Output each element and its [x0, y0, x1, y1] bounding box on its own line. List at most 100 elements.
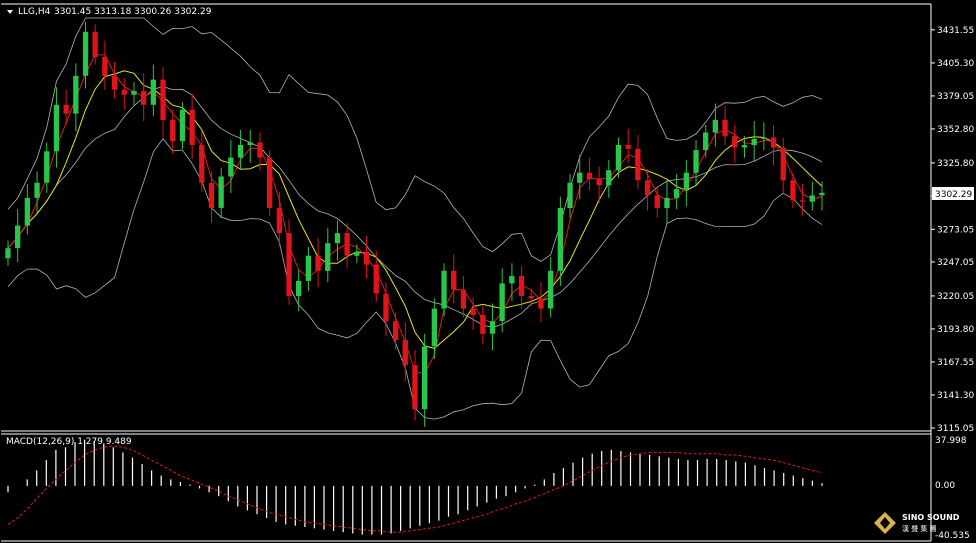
candle-body — [635, 148, 641, 181]
candle-body — [402, 340, 408, 366]
macd-top-label: 37.998 — [935, 436, 967, 446]
candle-body — [538, 298, 544, 309]
candle-body — [800, 200, 806, 202]
candle-body — [286, 233, 292, 296]
macd-signal-path — [7, 445, 823, 533]
price-tick-label: 3220.05 — [937, 292, 974, 302]
sino-sound-logo: SINO SOUND 漢 聲 集 團 — [874, 512, 960, 534]
candle-body — [683, 172, 689, 190]
candle-body — [480, 314, 486, 334]
ma-fast-line — [7, 54, 823, 375]
candle-body — [5, 248, 11, 259]
candle-body — [451, 270, 457, 290]
candle-body — [325, 243, 331, 271]
candle-body — [606, 170, 612, 186]
candle-body — [567, 182, 573, 208]
macd-zero-label: 0.00 — [935, 481, 955, 491]
candle-body — [296, 280, 302, 296]
candle-body — [557, 207, 563, 271]
candle-body — [790, 180, 796, 201]
price-tick-label: 3247.05 — [937, 258, 974, 268]
candle-body — [712, 119, 718, 133]
price-tick-label: 3193.80 — [937, 325, 974, 335]
moving-averages — [7, 54, 823, 375]
candle-body — [111, 75, 118, 90]
candle-body — [218, 176, 224, 208]
candle-body — [228, 157, 234, 177]
candle-body — [412, 365, 418, 410]
candle-body — [596, 179, 602, 186]
candle-body — [644, 180, 651, 196]
candle-body — [586, 172, 593, 179]
candle-body — [693, 150, 699, 173]
candle-body — [276, 207, 282, 234]
price-tick-label: 3167.55 — [937, 358, 974, 368]
candle-body — [770, 137, 777, 148]
candle-body — [267, 157, 273, 208]
candle-body — [34, 182, 40, 198]
macd-signal-line — [7, 445, 823, 533]
candle-body — [44, 151, 50, 183]
candle-body — [102, 57, 108, 76]
candle-body — [460, 289, 467, 309]
candle-body — [237, 145, 244, 158]
candle-body — [315, 255, 321, 271]
candle-body — [63, 104, 69, 114]
candle-body — [809, 195, 815, 202]
candle-body — [150, 79, 156, 105]
candle-body — [354, 252, 360, 256]
symbol-dropdown-icon[interactable] — [7, 10, 13, 14]
candle-body — [92, 31, 98, 57]
candle-body — [431, 308, 437, 347]
price-axis-ticks: 3431.553405.303379.053352.803325.803299.… — [931, 26, 974, 434]
price-tick-label: 3273.05 — [937, 225, 974, 235]
current-price-label: 3302.29 — [935, 190, 972, 200]
price-tick-label: 3115.05 — [937, 424, 974, 434]
candle-body — [577, 172, 583, 183]
candle-body — [509, 275, 515, 284]
candle-body — [53, 104, 60, 152]
candle-body — [703, 132, 709, 151]
price-tick-label: 3379.05 — [937, 92, 974, 102]
candle-body — [257, 142, 263, 158]
candle-body — [499, 283, 505, 322]
candle-body — [170, 119, 176, 142]
macd-bottom-label: -40.535 — [935, 531, 970, 541]
candle-body — [615, 145, 622, 171]
candle-body — [470, 308, 476, 315]
price-tick-label: 3405.30 — [937, 59, 974, 69]
candle-body — [24, 197, 30, 226]
current-price-box — [932, 187, 974, 200]
candle-body — [247, 142, 253, 145]
candle-body — [208, 182, 215, 208]
candle-body — [199, 145, 205, 183]
price-tick-label: 3431.55 — [937, 26, 974, 36]
candle-body — [751, 138, 757, 146]
price-tick-label: 3352.80 — [937, 125, 974, 135]
candle-body — [732, 136, 738, 148]
candle-body — [664, 197, 670, 208]
candle-body — [441, 270, 447, 309]
candle-body — [305, 255, 311, 281]
candle-body — [761, 137, 767, 139]
candle-body — [121, 89, 127, 95]
candle-body — [722, 119, 728, 137]
candle-body — [819, 192, 825, 196]
candle-body — [373, 264, 379, 294]
symbol-label: LLG,H4 — [18, 7, 51, 17]
macd-histogram — [7, 439, 823, 535]
candle-body — [363, 252, 370, 265]
logo-brand: SINO SOUND — [902, 513, 960, 522]
candle-body — [141, 91, 147, 105]
candle-body — [334, 233, 341, 244]
candle-body — [82, 31, 89, 76]
candle-body — [73, 75, 79, 114]
candle-body — [393, 321, 399, 340]
candle-body — [741, 145, 748, 148]
candle-body — [528, 296, 534, 299]
candle-body — [422, 346, 428, 410]
ohlc-readout: 3301.45 3313.18 3300.26 3302.29 — [54, 7, 212, 17]
candle-body — [383, 293, 389, 322]
